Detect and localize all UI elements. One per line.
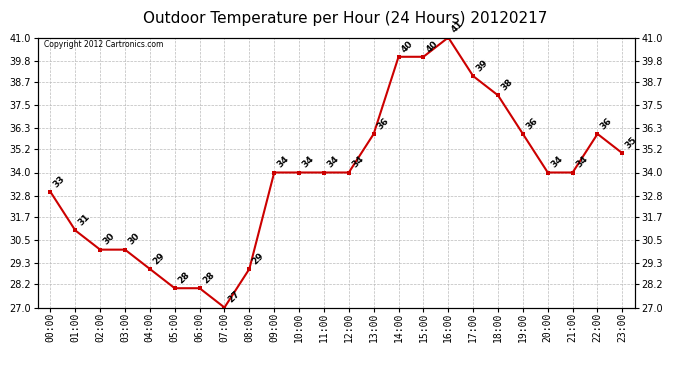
Text: 36: 36 bbox=[375, 116, 391, 131]
Text: 40: 40 bbox=[400, 39, 415, 54]
Text: 40: 40 bbox=[425, 39, 440, 54]
Text: 31: 31 bbox=[77, 212, 92, 228]
Text: 34: 34 bbox=[351, 154, 366, 170]
Text: Outdoor Temperature per Hour (24 Hours) 20120217: Outdoor Temperature per Hour (24 Hours) … bbox=[143, 11, 547, 26]
Text: 29: 29 bbox=[250, 251, 266, 266]
Text: 33: 33 bbox=[52, 174, 67, 189]
Text: 30: 30 bbox=[126, 232, 141, 247]
Text: 35: 35 bbox=[624, 135, 639, 150]
Text: 29: 29 bbox=[151, 251, 166, 266]
Text: 28: 28 bbox=[176, 270, 191, 285]
Text: 30: 30 bbox=[101, 232, 117, 247]
Text: 34: 34 bbox=[275, 154, 291, 170]
Text: Copyright 2012 Cartronics.com: Copyright 2012 Cartronics.com bbox=[44, 40, 164, 49]
Text: 36: 36 bbox=[524, 116, 540, 131]
Text: 39: 39 bbox=[475, 58, 490, 73]
Text: 27: 27 bbox=[226, 290, 241, 305]
Text: 34: 34 bbox=[325, 154, 341, 170]
Text: 34: 34 bbox=[300, 154, 316, 170]
Text: 38: 38 bbox=[500, 77, 515, 93]
Text: 41: 41 bbox=[450, 20, 465, 35]
Text: 34: 34 bbox=[574, 154, 589, 170]
Text: 28: 28 bbox=[201, 270, 216, 285]
Text: 36: 36 bbox=[599, 116, 614, 131]
Text: 34: 34 bbox=[549, 154, 564, 170]
